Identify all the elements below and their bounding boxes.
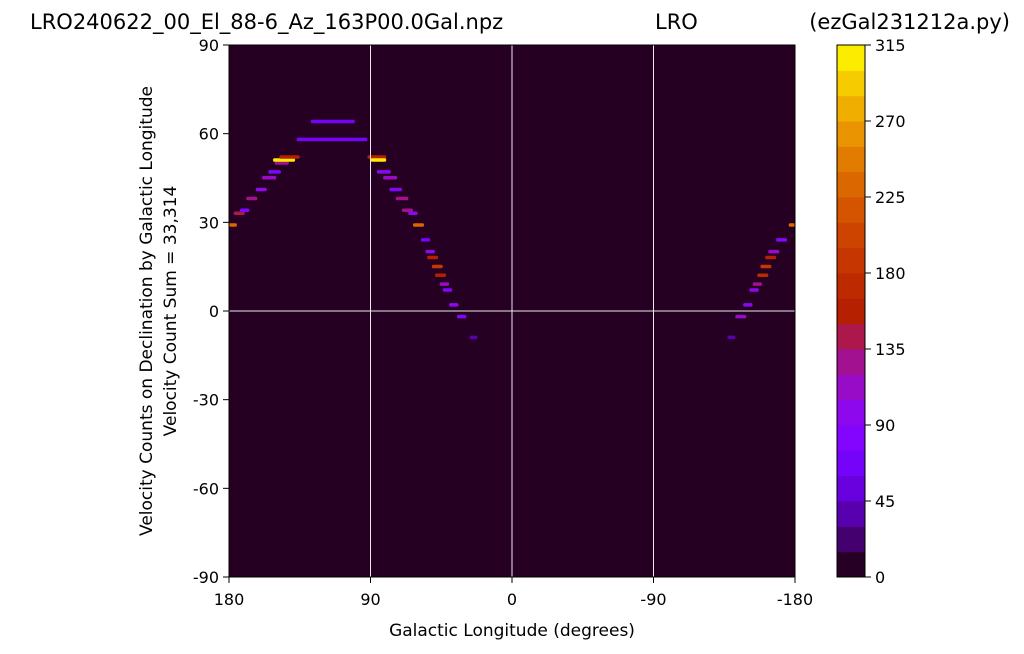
- heatmap-cell-5: [262, 176, 277, 180]
- colorbar-band: [837, 247, 865, 274]
- heatmap-cell-30: [469, 335, 478, 340]
- heatmap-cell-33: [743, 303, 753, 307]
- heatmap-cell-40: [776, 238, 788, 242]
- colorbar-band: [837, 222, 865, 249]
- x-tick-label: -180: [777, 590, 813, 609]
- heatmap-cell-15: [383, 176, 398, 180]
- heatmap-cell-6: [268, 170, 281, 174]
- y-tick-label: 60: [199, 125, 219, 144]
- heatmap-cell-1: [233, 211, 245, 215]
- heatmap-cell-39: [768, 249, 780, 254]
- y-tick-label: -60: [193, 479, 219, 498]
- colorbar-band: [837, 450, 865, 477]
- figure-title-filename: LRO240622_00_El_88-6_Az_163P00.0Gal.npz: [30, 10, 504, 34]
- colorbar-band: [837, 526, 865, 553]
- heatmap-cell-2: [240, 208, 250, 212]
- colorbar-band: [837, 70, 865, 97]
- y-tick-label: 0: [209, 302, 219, 321]
- colorbar-tick-label: 270: [875, 112, 906, 131]
- y-axis-label-line2: Velocity Count Sum = 33,314: [161, 186, 181, 437]
- x-tick-label: -90: [640, 590, 666, 609]
- heatmap-cell-27: [442, 288, 453, 292]
- heatmap-cells: [229, 119, 795, 340]
- colorbar: [837, 45, 865, 578]
- heatmap-cell-3: [246, 196, 258, 201]
- heatmap-cell-11: [310, 119, 355, 124]
- y-axis: 90 60 30 0 -30 -60 -90: [193, 36, 229, 587]
- heatmap-cell-38: [765, 255, 777, 260]
- heatmap-cell-21: [420, 238, 431, 242]
- x-tick-label: 90: [360, 590, 380, 609]
- colorbar-band: [837, 323, 865, 350]
- colorbar-ticks: 0 45 90 135 180 225 270 315: [865, 36, 906, 587]
- heatmap-cell-10: [296, 137, 368, 142]
- heatmap-cell-29: [457, 314, 467, 319]
- heatmap-cell-16: [389, 187, 402, 192]
- figure-title-observatory: LRO: [655, 10, 698, 34]
- heatmap-cell-12: [367, 155, 387, 159]
- colorbar-band: [837, 45, 865, 71]
- heatmap-cell-7: [274, 161, 289, 165]
- heatmap-cell-13: [370, 158, 387, 162]
- colorbar-tick-label: 225: [875, 188, 906, 207]
- heatmap-cell-36: [757, 273, 769, 277]
- heatmap-cell-19: [408, 211, 418, 215]
- colorbar-band: [837, 95, 865, 122]
- colorbar-band: [837, 273, 865, 299]
- colorbar-band: [837, 399, 865, 426]
- y-tick-label: 90: [199, 36, 219, 55]
- colorbar-band: [837, 551, 865, 578]
- colorbar-tick-label: 0: [875, 568, 885, 587]
- colorbar-band: [837, 121, 865, 147]
- heatmap-cell-24: [431, 264, 443, 269]
- colorbar-tick-label: 315: [875, 36, 906, 55]
- colorbar-band: [837, 425, 865, 451]
- x-tick-label: 0: [507, 590, 517, 609]
- heatmap-cell-20: [413, 223, 424, 227]
- colorbar-band: [837, 171, 865, 198]
- heatmap-cell-25: [435, 273, 446, 277]
- heatmap-cell-0: [229, 223, 237, 227]
- figure-title-script: (ezGal231212a.py): [809, 10, 1010, 34]
- y-axis-label-line1: Velocity Counts on Declination by Galact…: [137, 86, 157, 536]
- heatmap-cell-4: [255, 187, 267, 192]
- colorbar-band: [837, 475, 865, 502]
- heatmap-cell-26: [439, 282, 450, 286]
- heatmap-cell-31: [727, 335, 736, 340]
- heatmap-cell-28: [449, 303, 459, 307]
- heatmap-cell-18: [401, 208, 413, 212]
- grid-lines: [229, 45, 795, 577]
- colorbar-band: [837, 197, 865, 223]
- heatmap-cell-8: [273, 158, 295, 162]
- colorbar-tick-label: 135: [875, 340, 906, 359]
- heatmap-cell-9: [279, 155, 300, 159]
- colorbar-tick-label: 45: [875, 492, 895, 511]
- heatmap-cell-34: [749, 288, 759, 292]
- x-axis: 180 90 0 -90 -180: [214, 577, 813, 609]
- colorbar-band: [837, 374, 865, 401]
- heatmap-cell-32: [735, 314, 747, 319]
- colorbar-tick-label: 90: [875, 416, 895, 435]
- heatmap-cell-17: [395, 196, 409, 201]
- y-tick-label: -30: [193, 391, 219, 410]
- heatmap-cell-22: [425, 249, 435, 254]
- colorbar-tick-label: 180: [875, 264, 906, 283]
- colorbar-band: [837, 349, 865, 375]
- heatmap-cell-41: [788, 223, 795, 227]
- heatmap-cell-35: [752, 282, 762, 286]
- heatmap-cell-37: [760, 264, 772, 269]
- heatmap-cell-23: [427, 255, 439, 260]
- colorbar-band: [837, 146, 865, 173]
- x-axis-label: Galactic Longitude (degrees): [389, 621, 635, 641]
- colorbar-frame: [836, 44, 866, 578]
- x-tick-label: 180: [214, 590, 245, 609]
- y-tick-label: 30: [199, 213, 219, 232]
- colorbar-band: [837, 501, 865, 527]
- heatmap-cell-14: [376, 170, 391, 174]
- y-tick-label: -90: [193, 568, 219, 587]
- colorbar-band: [837, 298, 865, 325]
